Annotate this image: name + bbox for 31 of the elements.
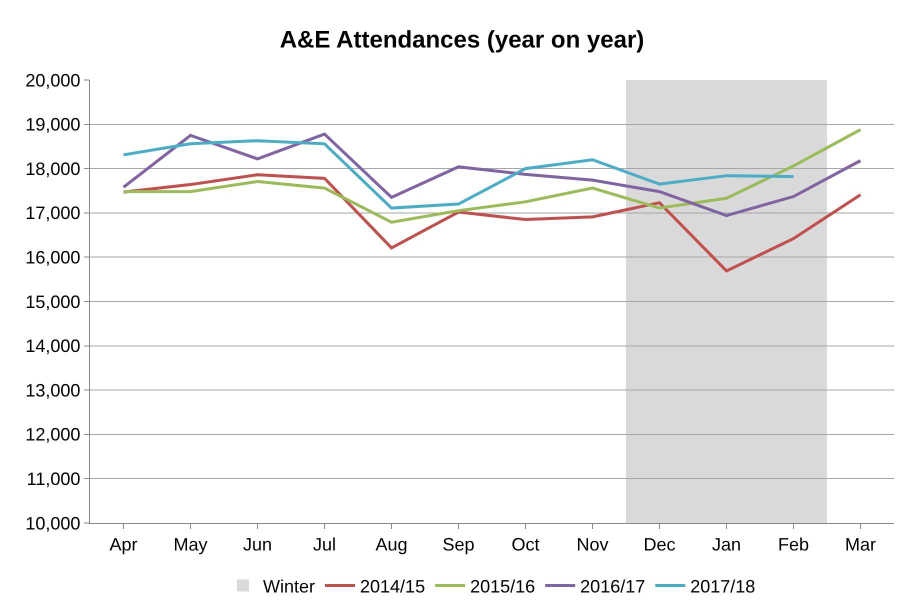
y-tick-label: 18,000 bbox=[25, 158, 80, 179]
x-tick-label: Apr bbox=[109, 534, 138, 555]
y-tick-label: 20,000 bbox=[25, 70, 80, 90]
x-tick-label: Jan bbox=[712, 534, 742, 555]
x-tick-label: Aug bbox=[375, 534, 408, 555]
legend-label: 2015/16 bbox=[470, 576, 536, 597]
chart-title: A&E Attendances (year on year) bbox=[280, 26, 644, 54]
y-tick-label: 16,000 bbox=[25, 248, 80, 268]
x-tick-label: Feb bbox=[778, 534, 810, 555]
y-tick-label: 19,000 bbox=[25, 114, 80, 135]
x-tick-label: Jul bbox=[312, 534, 336, 555]
y-tick-label: 14,000 bbox=[25, 336, 80, 356]
y-tick-label: 12,000 bbox=[25, 424, 80, 445]
y-tick-label: 11,000 bbox=[26, 469, 80, 489]
legend-label: Winter bbox=[263, 576, 316, 597]
y-tick-label: 15,000 bbox=[25, 292, 80, 312]
x-tick-label: May bbox=[173, 534, 208, 555]
legend-label: 2017/18 bbox=[690, 576, 756, 597]
line-series bbox=[122, 173, 862, 272]
legend-label: 2014/15 bbox=[360, 576, 426, 597]
x-tick-label: Sep bbox=[442, 534, 475, 555]
y-tick-label: 10,000 bbox=[25, 513, 80, 534]
line-series bbox=[122, 139, 795, 210]
x-tick-label: Nov bbox=[576, 534, 609, 555]
legend-label: 2016/17 bbox=[580, 576, 646, 597]
x-tick-label: Jun bbox=[242, 534, 272, 555]
y-tick-label: 17,000 bbox=[25, 203, 80, 224]
y-tick-label: 13,000 bbox=[25, 380, 80, 400]
x-tick-label: Oct bbox=[511, 534, 540, 555]
x-tick-label: Dec bbox=[643, 534, 676, 555]
x-tick-label: Mar bbox=[845, 534, 876, 555]
